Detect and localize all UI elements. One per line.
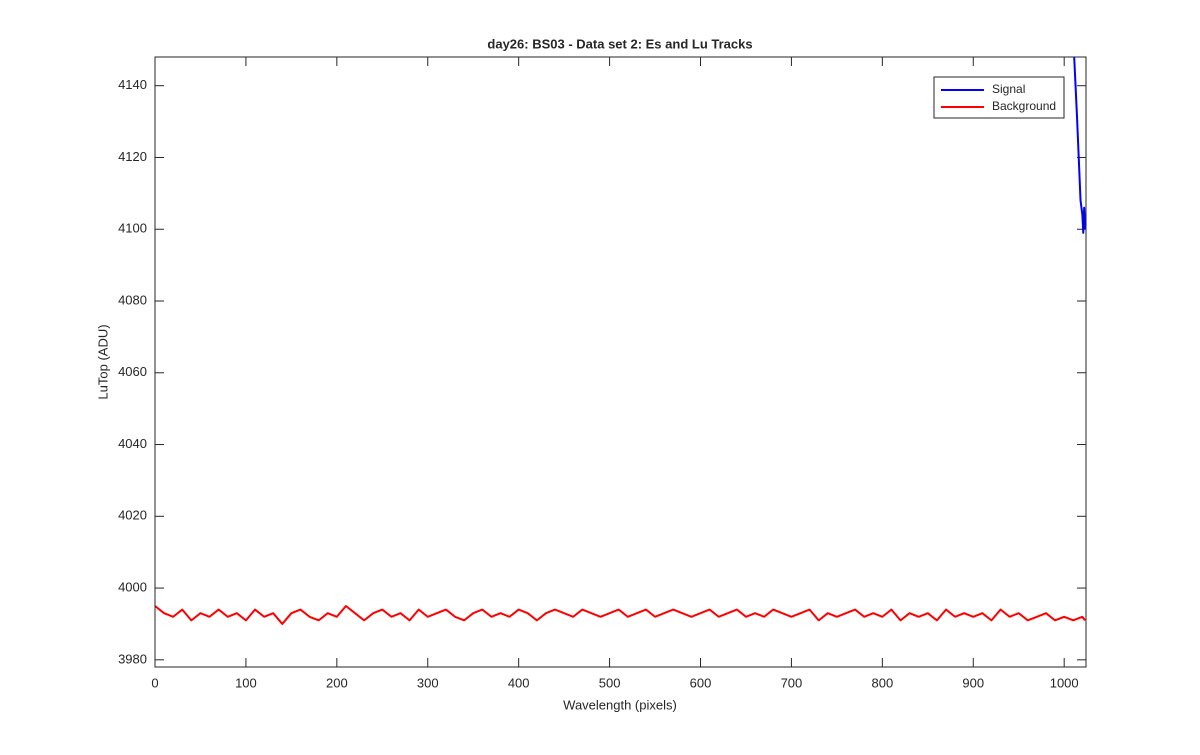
x-tick-label: 900 [962, 675, 984, 690]
x-tick-label: 500 [599, 675, 621, 690]
x-tick-label: 200 [326, 675, 348, 690]
axes-box [154, 56, 1087, 668]
x-tick-label: 100 [235, 675, 257, 690]
x-tick-label: 600 [690, 675, 712, 690]
y-tick-label: 4120 [118, 149, 147, 164]
x-tick-label: 400 [508, 675, 530, 690]
y-tick-label: 4060 [118, 364, 147, 379]
y-tick-label: 3980 [118, 651, 147, 666]
x-tick-label: 1000 [1050, 675, 1079, 690]
y-tick-label: 4080 [118, 292, 147, 307]
chart-title: day26: BS03 - Data set 2: Es and Lu Trac… [487, 36, 752, 51]
series-line [1073, 57, 1086, 234]
x-tick-label: 300 [417, 675, 439, 690]
legend-label: Background [992, 99, 1056, 113]
legend-label: Signal [992, 82, 1025, 96]
x-tick-label: 800 [871, 675, 893, 690]
y-tick-label: 4140 [118, 77, 147, 92]
y-axis-label: LuTop (ADU) [95, 324, 110, 399]
x-axis-label: Wavelength (pixels) [563, 697, 677, 712]
y-tick-label: 4100 [118, 221, 147, 236]
series-line [155, 605, 1086, 625]
y-tick-label: 4000 [118, 579, 147, 594]
x-tick-label: 700 [781, 675, 803, 690]
legend-box [933, 76, 1065, 119]
plot-area [155, 57, 1086, 625]
y-tick-label: 4040 [118, 436, 147, 451]
x-tick-label: 0 [151, 675, 158, 690]
y-tick-label: 4020 [118, 508, 147, 523]
